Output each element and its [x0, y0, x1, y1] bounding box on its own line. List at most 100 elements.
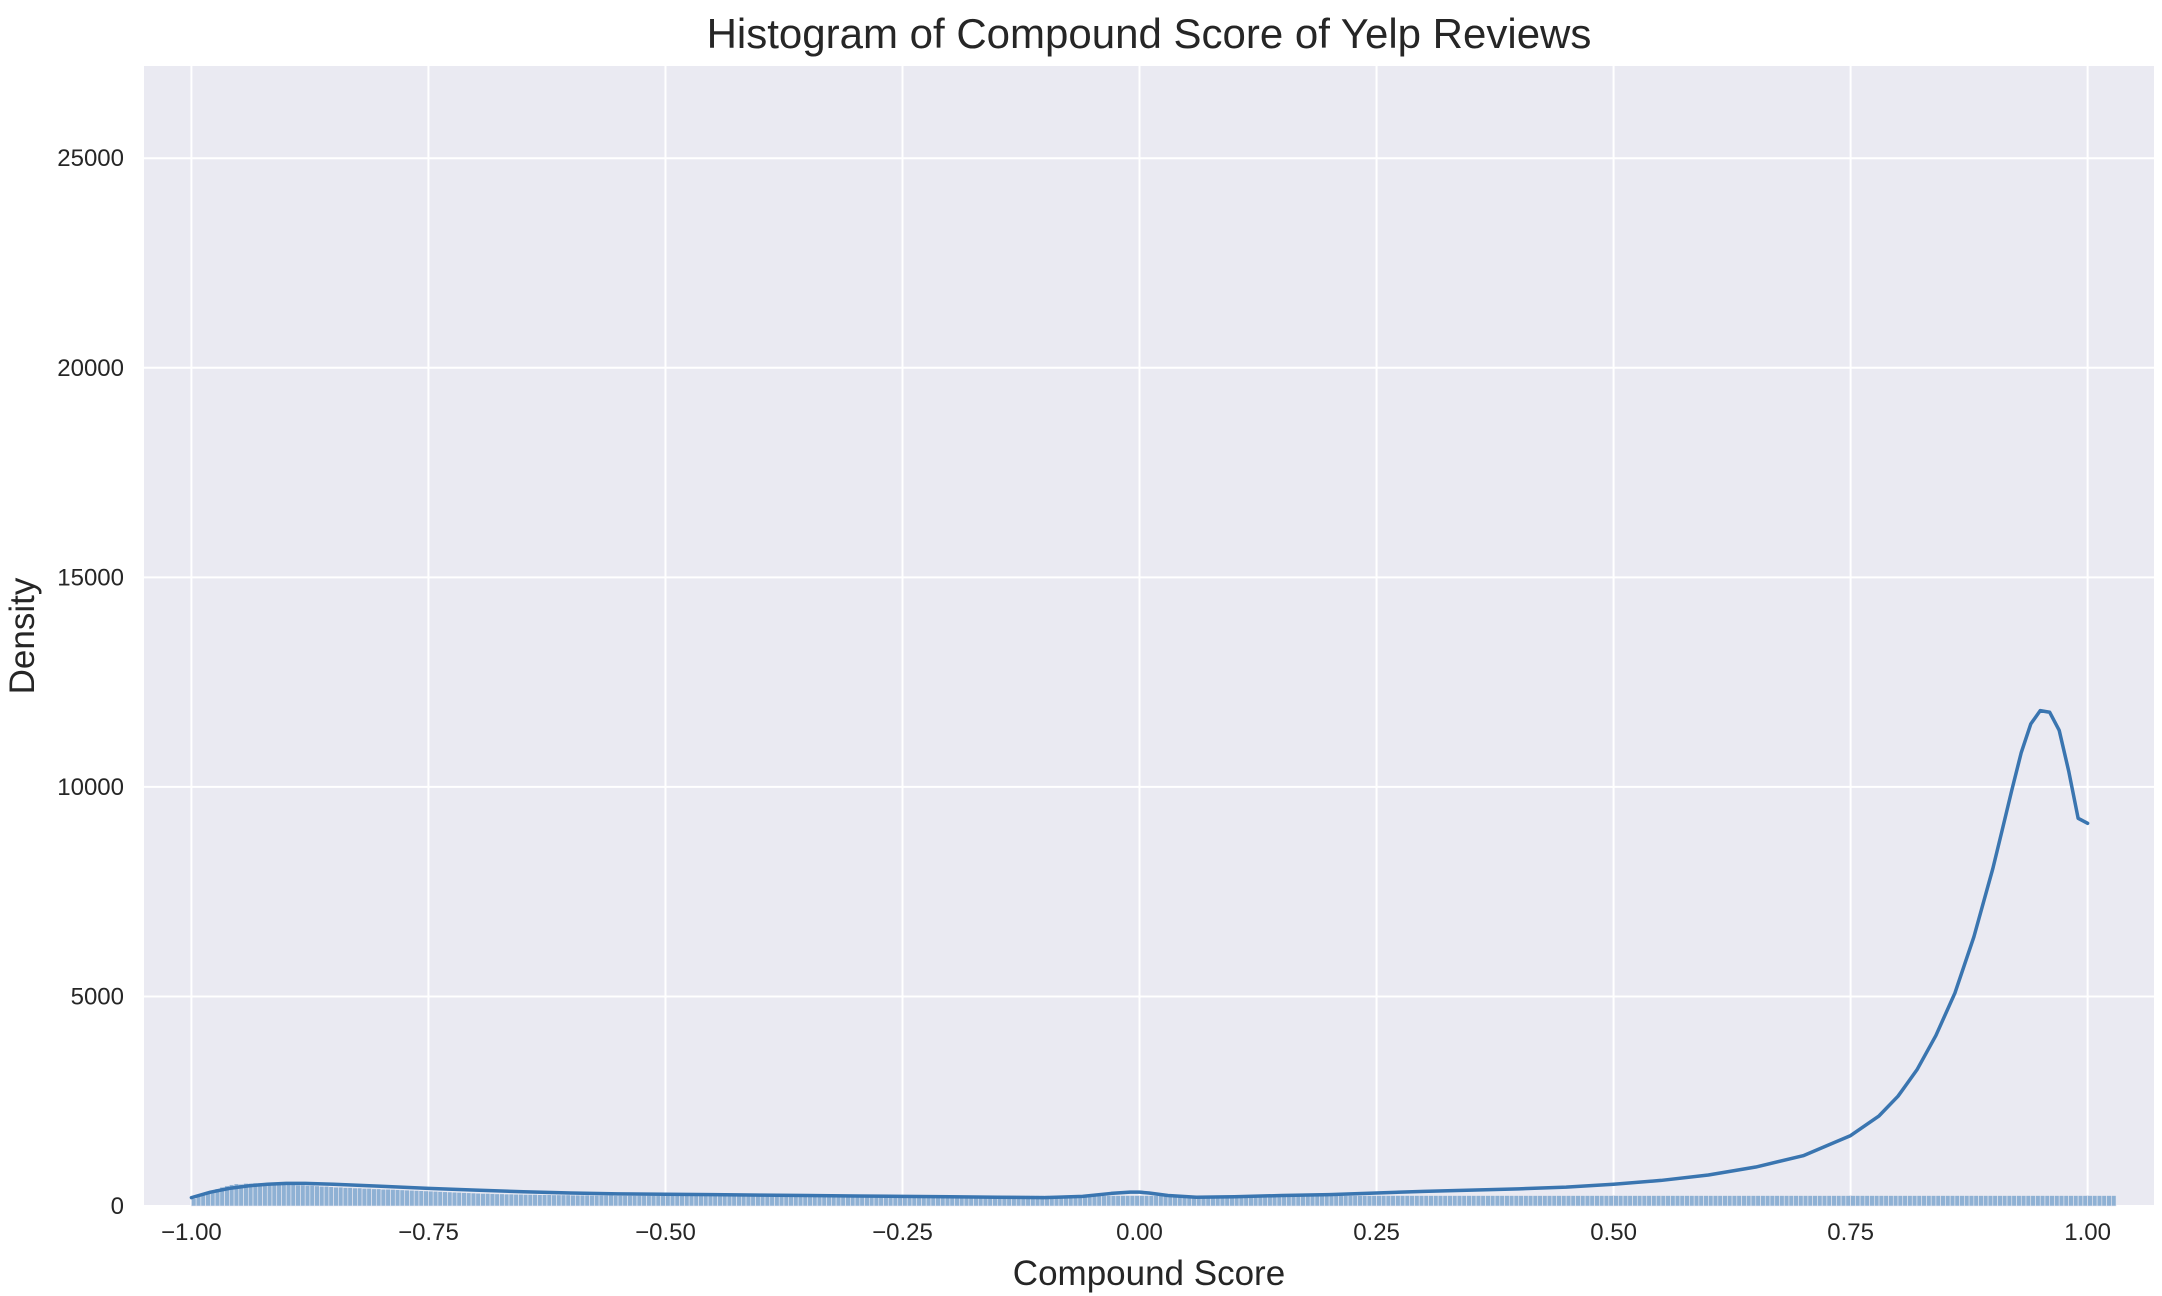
histogram-bar — [1997, 1195, 2003, 1207]
histogram-bar — [451, 1191, 458, 1207]
histogram-bar — [1380, 1195, 1387, 1207]
histogram-bar — [1641, 1195, 1648, 1207]
histogram-bar — [1741, 1195, 1747, 1207]
histogram-bar — [1134, 1195, 1140, 1207]
histogram-bar — [1964, 1195, 1970, 1207]
histogram-bar — [1746, 1195, 1752, 1207]
y-tick-labels: 0 5000 10000 15000 20000 25000 — [57, 145, 124, 1220]
histogram-bar — [1807, 1195, 1813, 1207]
histogram-bar — [2016, 1195, 2022, 1207]
x-tick-label: −0.50 — [635, 1219, 696, 1246]
histogram-bar — [2092, 1195, 2098, 1207]
histogram-bar — [2002, 1195, 2008, 1207]
x-tick-label: −1.00 — [161, 1219, 222, 1246]
histogram-bar — [1551, 1195, 1557, 1207]
histogram-bar — [1636, 1195, 1643, 1207]
histogram-bar — [357, 1187, 363, 1207]
histogram-bar — [1480, 1195, 1486, 1207]
histogram-bar — [1722, 1195, 1728, 1207]
histogram-bar — [437, 1191, 443, 1207]
histogram-bar — [1537, 1195, 1543, 1207]
y-tick-label: 15000 — [57, 564, 124, 591]
histogram-bar — [1992, 1195, 1998, 1207]
histogram-bar — [1428, 1195, 1434, 1207]
histogram-bar — [513, 1193, 519, 1207]
histogram-bar — [342, 1187, 349, 1207]
histogram-bar — [1618, 1195, 1624, 1207]
histogram-bar — [470, 1192, 477, 1207]
histogram-bar — [2039, 1195, 2046, 1207]
histogram-bar — [731, 1195, 737, 1207]
histogram-bar — [281, 1183, 287, 1207]
histogram-bar — [319, 1186, 325, 1207]
histogram-bar — [1471, 1195, 1477, 1207]
histogram-bar — [1290, 1195, 1297, 1207]
histogram-bar — [409, 1189, 415, 1207]
histogram-bar — [1390, 1195, 1396, 1207]
histogram-bar — [1874, 1195, 1880, 1207]
histogram-bar — [1561, 1195, 1567, 1207]
histogram-bar — [2087, 1195, 2093, 1207]
histogram-bar — [1589, 1195, 1595, 1207]
histogram-bar — [1376, 1195, 1382, 1207]
histogram-bar — [1916, 1195, 1923, 1207]
histogram-bar — [1433, 1195, 1439, 1207]
histogram-bar — [361, 1188, 368, 1207]
histogram-bar — [461, 1192, 467, 1207]
histogram-bar — [466, 1192, 472, 1207]
histogram-bar — [2006, 1195, 2013, 1207]
histogram-bar — [1755, 1195, 1761, 1207]
histogram-bar — [1452, 1195, 1458, 1207]
histogram-bar — [1490, 1195, 1496, 1207]
histogram-bar — [641, 1195, 647, 1207]
histogram-bar — [352, 1187, 358, 1207]
histogram-bar — [1357, 1195, 1363, 1207]
histogram-bar — [1703, 1195, 1709, 1207]
histogram-bar — [328, 1186, 334, 1207]
histogram-bar — [499, 1193, 505, 1207]
histogram-bar — [1139, 1195, 1145, 1207]
histogram-bar — [1333, 1195, 1339, 1207]
histogram-bar — [722, 1195, 728, 1207]
histogram-bar — [1864, 1195, 1870, 1207]
histogram-bar — [726, 1195, 733, 1207]
histogram-bar — [1352, 1195, 1358, 1207]
histogram-bar — [1091, 1195, 1098, 1207]
y-tick-label: 10000 — [57, 774, 124, 801]
histogram-bar — [1840, 1195, 1847, 1207]
histogram-bar — [750, 1195, 756, 1207]
x-tick-labels: −1.00 −0.75 −0.50 −0.25 0.00 0.25 0.50 0.75 1.00 — [161, 1219, 2111, 1246]
histogram-bar — [475, 1192, 481, 1207]
histogram-bar — [660, 1195, 666, 1207]
histogram-bar — [2063, 1195, 2069, 1207]
histogram-bar — [1712, 1195, 1719, 1207]
histogram-bar — [1437, 1195, 1444, 1207]
histogram-bar — [1921, 1195, 1927, 1207]
histogram-bar — [285, 1183, 292, 1207]
histogram-bar — [1475, 1195, 1482, 1207]
histogram-bar — [1309, 1195, 1316, 1207]
histogram-bar — [1300, 1195, 1306, 1207]
histogram-bar — [1570, 1195, 1576, 1207]
histogram-bar — [338, 1186, 344, 1207]
histogram-bar — [1911, 1195, 1918, 1207]
histogram-bar — [1153, 1195, 1159, 1207]
histogram-bar — [2068, 1195, 2074, 1207]
histogram-bar — [333, 1186, 339, 1207]
histogram-bar — [1788, 1195, 1795, 1207]
histogram-bar — [1513, 1195, 1520, 1207]
histogram-bar — [650, 1195, 657, 1207]
histogram-bar — [1646, 1195, 1652, 1207]
histogram-bar — [300, 1184, 306, 1207]
histogram-bar — [532, 1194, 538, 1207]
histogram-bar — [432, 1191, 439, 1207]
histogram-bar — [2096, 1195, 2103, 1207]
x-tick-label: 0.50 — [1590, 1219, 1637, 1246]
histogram-bar — [1883, 1195, 1889, 1207]
histogram-bar — [1324, 1195, 1330, 1207]
histogram-bar — [1812, 1195, 1818, 1207]
histogram-bar — [636, 1195, 643, 1207]
histogram-bar — [518, 1193, 524, 1207]
histogram-bar — [613, 1195, 619, 1207]
histogram-bar — [1978, 1195, 1984, 1207]
